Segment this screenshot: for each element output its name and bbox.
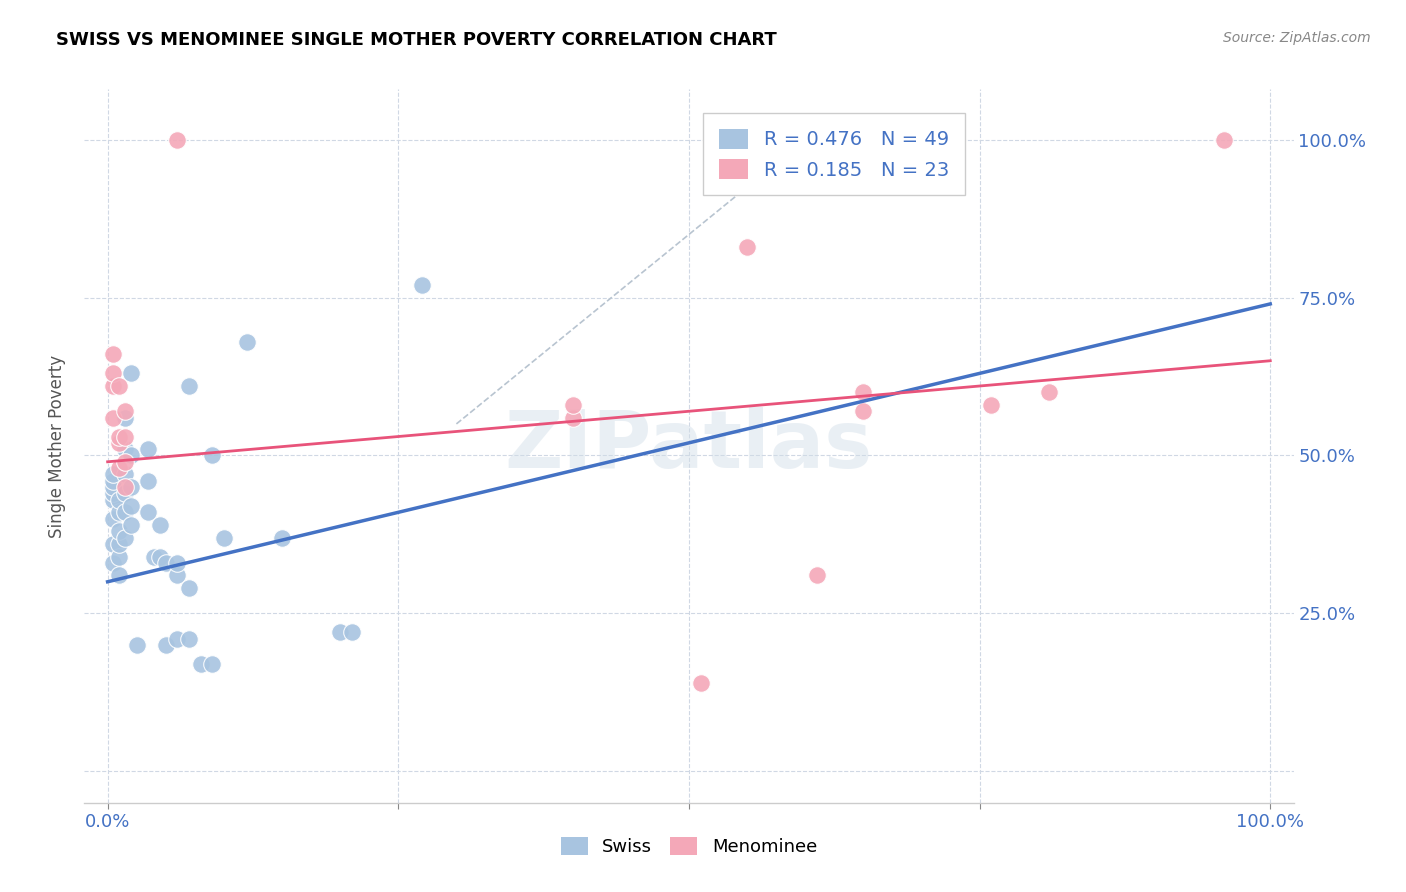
Point bbox=[166, 632, 188, 646]
Point bbox=[212, 531, 235, 545]
Point bbox=[103, 379, 125, 393]
Point bbox=[108, 435, 131, 450]
Point bbox=[103, 410, 125, 425]
Point bbox=[411, 277, 433, 292]
Point bbox=[201, 657, 224, 671]
Point bbox=[120, 449, 142, 463]
Point bbox=[689, 675, 711, 690]
Point bbox=[149, 517, 172, 532]
Point bbox=[103, 492, 125, 507]
Point bbox=[108, 549, 131, 564]
Point bbox=[340, 625, 363, 640]
Point bbox=[114, 480, 136, 494]
Point bbox=[190, 657, 212, 671]
Point bbox=[852, 385, 875, 400]
Point bbox=[329, 625, 352, 640]
Point bbox=[136, 442, 159, 457]
Point bbox=[271, 531, 294, 545]
Point bbox=[114, 410, 136, 425]
Point bbox=[806, 568, 828, 582]
Point bbox=[177, 379, 200, 393]
Point bbox=[114, 505, 136, 519]
Point bbox=[108, 537, 131, 551]
Point bbox=[852, 404, 875, 418]
Point bbox=[143, 549, 166, 564]
Point bbox=[103, 467, 125, 482]
Point bbox=[108, 524, 131, 539]
Text: Source: ZipAtlas.com: Source: ZipAtlas.com bbox=[1223, 31, 1371, 45]
Point bbox=[103, 511, 125, 525]
Point bbox=[1038, 385, 1060, 400]
Point bbox=[155, 556, 177, 570]
Point bbox=[108, 492, 131, 507]
Y-axis label: Single Mother Poverty: Single Mother Poverty bbox=[48, 354, 66, 538]
Point bbox=[735, 240, 758, 254]
Point bbox=[108, 505, 131, 519]
Point bbox=[561, 398, 583, 412]
Point bbox=[114, 404, 136, 418]
Point bbox=[561, 410, 583, 425]
Point bbox=[166, 568, 188, 582]
Point bbox=[177, 581, 200, 595]
Point bbox=[136, 505, 159, 519]
Point bbox=[1212, 133, 1234, 147]
Text: SWISS VS MENOMINEE SINGLE MOTHER POVERTY CORRELATION CHART: SWISS VS MENOMINEE SINGLE MOTHER POVERTY… bbox=[56, 31, 778, 49]
Point bbox=[103, 537, 125, 551]
Point bbox=[114, 429, 136, 443]
Point bbox=[108, 568, 131, 582]
Point bbox=[114, 455, 136, 469]
Point bbox=[120, 367, 142, 381]
Point bbox=[149, 549, 172, 564]
Text: ZIPatlas: ZIPatlas bbox=[505, 407, 873, 485]
Point bbox=[155, 638, 177, 652]
Point bbox=[136, 474, 159, 488]
Point bbox=[201, 449, 224, 463]
Point bbox=[108, 429, 131, 443]
Point bbox=[980, 398, 1002, 412]
Point bbox=[236, 334, 259, 349]
Point bbox=[103, 347, 125, 361]
Point bbox=[114, 531, 136, 545]
Point bbox=[114, 486, 136, 500]
Point bbox=[120, 517, 142, 532]
Legend: Swiss, Menominee: Swiss, Menominee bbox=[551, 828, 827, 865]
Point bbox=[103, 556, 125, 570]
Point bbox=[120, 499, 142, 513]
Point bbox=[103, 480, 125, 494]
Point bbox=[108, 379, 131, 393]
Point bbox=[103, 367, 125, 381]
Point bbox=[120, 480, 142, 494]
Point bbox=[125, 638, 148, 652]
Point bbox=[114, 442, 136, 457]
Point bbox=[166, 133, 188, 147]
Point bbox=[166, 556, 188, 570]
Point bbox=[108, 461, 131, 475]
Point bbox=[177, 632, 200, 646]
Point bbox=[103, 486, 125, 500]
Point bbox=[103, 474, 125, 488]
Point bbox=[114, 467, 136, 482]
